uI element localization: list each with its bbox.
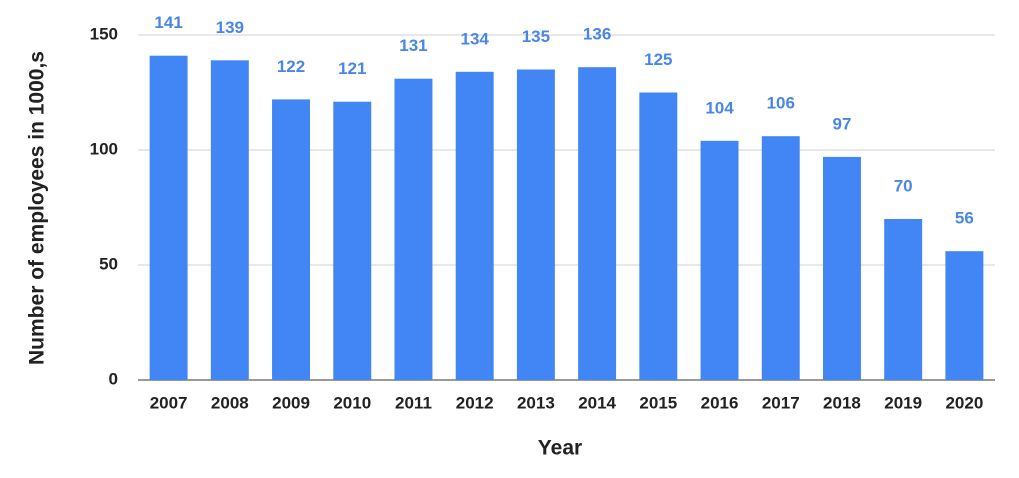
y-tick-label: 50 [99, 254, 118, 273]
bar [272, 99, 311, 381]
value-label: 106 [767, 94, 795, 113]
bar [884, 219, 923, 380]
value-label: 136 [583, 25, 611, 44]
bar [700, 140, 739, 380]
bar [149, 55, 188, 380]
y-tick-label: 150 [90, 24, 118, 43]
y-tick-label: 100 [90, 139, 118, 158]
bar [394, 78, 433, 380]
x-tick-label: 2016 [701, 393, 739, 412]
bar [578, 67, 617, 380]
value-label: 131 [399, 36, 427, 55]
x-tick-label: 2013 [517, 393, 555, 412]
bar [822, 156, 861, 380]
value-label: 121 [338, 59, 366, 78]
x-axis-title: Year [538, 437, 582, 460]
value-label: 135 [522, 27, 550, 46]
bar [761, 136, 800, 380]
value-label: 56 [955, 209, 974, 228]
y-tick-label: 0 [109, 369, 118, 388]
x-tick-label: 2014 [578, 393, 616, 412]
value-label: 97 [833, 114, 852, 133]
value-label: 70 [894, 176, 913, 195]
x-tick-label: 2007 [150, 393, 188, 412]
value-label: 134 [460, 29, 489, 48]
x-tick-label: 2017 [762, 393, 800, 412]
x-tick-label: 2019 [884, 393, 922, 412]
bar [945, 251, 984, 380]
x-tick-label: 2011 [395, 393, 432, 412]
x-tick-label: 2010 [333, 393, 371, 412]
bar [516, 69, 555, 380]
x-tick-label: 2015 [639, 393, 677, 412]
x-tick-label: 2008 [211, 393, 249, 412]
x-tick-label: 2020 [945, 393, 983, 412]
bar [639, 92, 678, 380]
value-label: 125 [644, 50, 672, 69]
value-label: 122 [277, 57, 305, 76]
value-label: 141 [154, 13, 182, 32]
bar [210, 60, 249, 381]
x-tick-label: 2012 [456, 393, 494, 412]
x-tick-label: 2009 [272, 393, 310, 412]
value-label: 139 [216, 18, 244, 37]
x-tick-label: 2018 [823, 393, 861, 412]
value-label: 104 [705, 98, 734, 117]
bar [455, 71, 494, 381]
y-axis-title: Number of employees in 1000,s [26, 51, 49, 365]
bar [333, 101, 372, 380]
